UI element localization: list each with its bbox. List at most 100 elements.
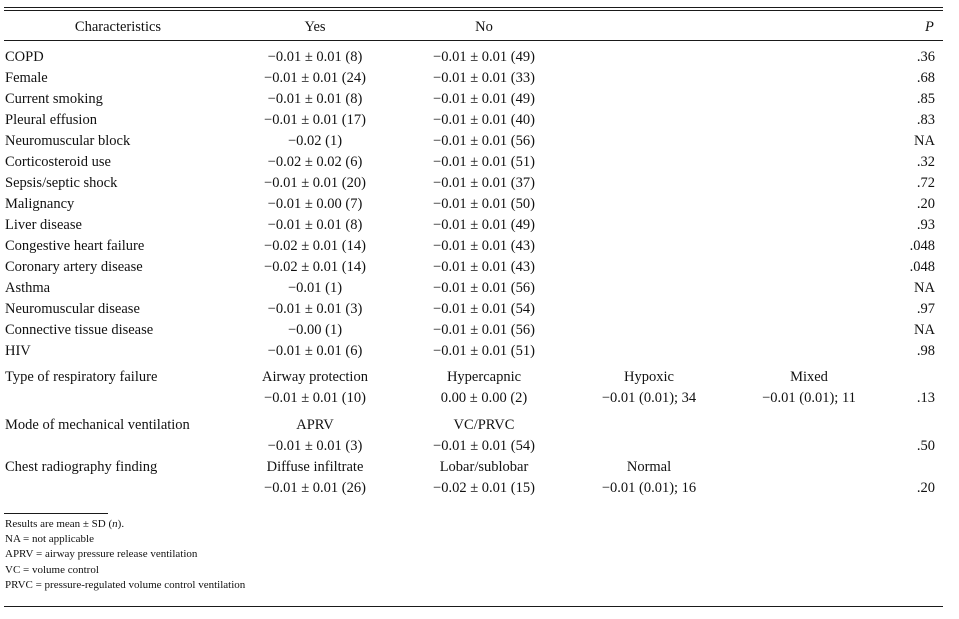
respiratory-failure-label: Type of respiratory failure (5, 369, 158, 385)
radiography-value-lobar: −0.02 ± 0.01 (15) (433, 480, 535, 496)
row-yes-value: −0.01 ± 0.01 (8) (267, 217, 363, 233)
row-label: Pleural effusion (5, 112, 97, 128)
row-p-value: NA (914, 322, 935, 338)
radiography-header-lobar: Lobar/sublobar (439, 459, 529, 475)
respiratory-failure-value-mixed: −0.01 (0.01); 11 (762, 390, 856, 406)
ventilation-mode-value-aprv: −0.01 ± 0.01 (3) (267, 438, 363, 454)
row-label: Congestive heart failure (5, 238, 145, 254)
row-p-value: .32 (916, 154, 935, 170)
row-label: Neuromuscular disease (5, 301, 140, 317)
footnote-prvc: PRVC = pressure-regulated volume control… (5, 579, 246, 591)
row-no-value: −0.01 ± 0.01 (56) (433, 280, 535, 296)
row-no-value: −0.01 ± 0.01 (56) (433, 133, 535, 149)
ventilation-mode-value-vcprvc: −0.01 ± 0.01 (54) (433, 438, 535, 454)
row-p-value: .048 (909, 238, 935, 254)
footnote-results-end: ). (117, 518, 125, 530)
respiratory-failure-header-airway: Airway protection (262, 369, 368, 385)
ventilation-mode-header-vcprvc: VC/PRVC (453, 417, 515, 433)
row-label: Sepsis/septic shock (5, 175, 118, 191)
header-p: P (925, 19, 934, 35)
row-yes-value: −0.02 ± 0.02 (6) (267, 154, 363, 170)
row-yes-value: −0.02 ± 0.01 (14) (264, 259, 366, 275)
top-rule-inner (4, 10, 943, 11)
row-no-value: −0.01 ± 0.01 (50) (433, 196, 535, 212)
row-yes-value: −0.01 ± 0.01 (3) (267, 301, 363, 317)
respiratory-failure-value-hypoxic: −0.01 (0.01); 34 (601, 390, 697, 406)
row-label: COPD (5, 49, 44, 65)
row-yes-value: −0.01 ± 0.01 (24) (264, 70, 366, 86)
row-no-value: −0.01 ± 0.01 (33) (433, 70, 535, 86)
row-no-value: −0.01 ± 0.01 (43) (433, 238, 535, 254)
row-p-value: .97 (916, 301, 935, 317)
respiratory-failure-value-airway: −0.01 ± 0.01 (10) (264, 390, 366, 406)
radiography-value-diffuse: −0.01 ± 0.01 (26) (264, 480, 366, 496)
row-yes-value: −0.02 (1) (287, 133, 343, 149)
bottom-rule (4, 606, 943, 607)
row-label: HIV (5, 343, 31, 359)
row-label: Current smoking (5, 91, 103, 107)
row-yes-value: −0.01 ± 0.01 (8) (267, 91, 363, 107)
row-label: Liver disease (5, 217, 82, 233)
header-yes: Yes (304, 19, 326, 35)
respiratory-failure-header-hypercapnic: Hypercapnic (446, 369, 522, 385)
row-no-value: −0.01 ± 0.01 (40) (433, 112, 535, 128)
row-label: Corticosteroid use (5, 154, 111, 170)
row-p-value: .83 (916, 112, 935, 128)
radiography-value-normal: −0.01 (0.01); 16 (601, 480, 697, 496)
row-yes-value: −0.01 ± 0.01 (6) (267, 343, 363, 359)
row-no-value: −0.01 ± 0.01 (49) (433, 91, 535, 107)
footnote-results: Results are mean ± SD (n). (5, 518, 124, 531)
ventilation-mode-label: Mode of mechanical ventilation (5, 417, 190, 433)
row-no-value: −0.01 ± 0.01 (49) (433, 49, 535, 65)
row-yes-value: −0.00 (1) (287, 322, 343, 338)
row-yes-value: −0.01 ± 0.01 (20) (264, 175, 366, 191)
row-p-value: NA (914, 280, 935, 296)
row-label: Connective tissue disease (5, 322, 154, 338)
row-yes-value: −0.02 ± 0.01 (14) (264, 238, 366, 254)
respiratory-failure-value-hypercapnic: 0.00 ± 0.00 (2) (440, 390, 528, 406)
row-label: Malignancy (5, 196, 75, 212)
row-no-value: −0.01 ± 0.01 (49) (433, 217, 535, 233)
respiratory-failure-header-hypoxic: Hypoxic (624, 369, 674, 385)
row-label: Neuromuscular block (5, 133, 131, 149)
radiography-header-normal: Normal (626, 459, 672, 475)
radiography-label: Chest radiography finding (5, 459, 158, 475)
radiography-p: .20 (916, 480, 935, 496)
row-p-value: .85 (916, 91, 935, 107)
radiography-header-diffuse: Diffuse infiltrate (266, 459, 364, 475)
respiratory-failure-header-mixed: Mixed (790, 369, 828, 385)
row-label: Asthma (5, 280, 51, 296)
row-label: Coronary artery disease (5, 259, 143, 275)
row-p-value: .048 (909, 259, 935, 275)
row-p-value: .72 (916, 175, 935, 191)
ventilation-mode-p: .50 (916, 438, 935, 454)
ventilation-mode-header-aprv: APRV (296, 417, 334, 433)
row-no-value: −0.01 ± 0.01 (51) (433, 343, 535, 359)
respiratory-failure-p: .13 (916, 390, 935, 406)
row-p-value: .20 (916, 196, 935, 212)
row-no-value: −0.01 ± 0.01 (43) (433, 259, 535, 275)
row-no-value: −0.01 ± 0.01 (56) (433, 322, 535, 338)
row-yes-value: −0.01 ± 0.01 (17) (264, 112, 366, 128)
row-p-value: .93 (916, 217, 935, 233)
row-no-value: −0.01 ± 0.01 (54) (433, 301, 535, 317)
footnote-vc: VC = volume control (5, 564, 99, 576)
top-rule-outer (4, 7, 943, 8)
row-p-value: .98 (916, 343, 935, 359)
row-yes-value: −0.01 (1) (287, 280, 343, 296)
header-no: No (475, 19, 493, 35)
footnote-aprv: APRV = airway pressure release ventilati… (5, 548, 198, 560)
footnote-rule (4, 513, 108, 514)
header-characteristics: Characteristics (74, 19, 162, 35)
row-no-value: −0.01 ± 0.01 (37) (433, 175, 535, 191)
row-label: Female (5, 70, 48, 86)
row-p-value: NA (914, 133, 935, 149)
row-p-value: .36 (916, 49, 935, 65)
row-p-value: .68 (916, 70, 935, 86)
footnote-results-n: n (112, 518, 118, 530)
row-yes-value: −0.01 ± 0.01 (8) (267, 49, 363, 65)
footnote-results-text: Results are mean ± SD ( (5, 518, 113, 530)
footnote-na: NA = not applicable (5, 533, 94, 545)
row-no-value: −0.01 ± 0.01 (51) (433, 154, 535, 170)
row-yes-value: −0.01 ± 0.00 (7) (267, 196, 363, 212)
